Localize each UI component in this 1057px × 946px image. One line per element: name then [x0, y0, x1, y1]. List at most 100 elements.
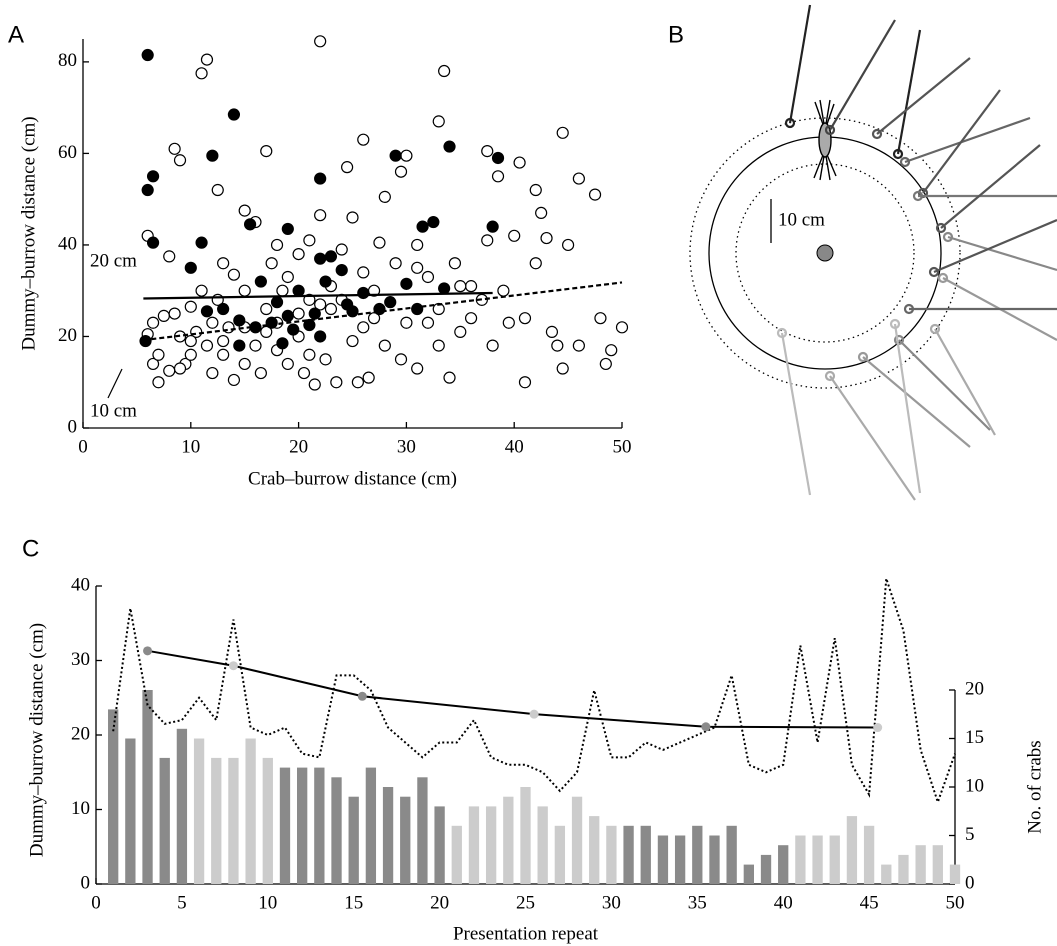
- point: [168, 307, 181, 320]
- bar: [674, 835, 686, 884]
- point: [314, 35, 327, 48]
- y-tick-label: 80: [58, 50, 77, 71]
- point: [184, 300, 197, 313]
- point: [394, 165, 408, 178]
- y2-tick-label: 20: [965, 678, 984, 699]
- x-tick-label: 30: [397, 436, 416, 457]
- y-tick-label: 40: [71, 574, 90, 595]
- point: [335, 264, 348, 277]
- point: [389, 257, 402, 270]
- point: [324, 250, 338, 263]
- point: [217, 302, 230, 316]
- point: [308, 307, 321, 320]
- bar: [400, 796, 411, 884]
- bar: [520, 787, 531, 884]
- point: [206, 149, 219, 162]
- point: [249, 339, 262, 352]
- point: [357, 133, 370, 146]
- point: [314, 252, 327, 265]
- point: [378, 190, 391, 203]
- bar: [451, 825, 462, 884]
- point: [314, 298, 327, 311]
- trend-point: [228, 661, 238, 671]
- x-tick-label: 0: [91, 892, 101, 913]
- y-axis-label: Dummy–burrow distance (cm): [26, 623, 47, 857]
- point: [508, 229, 521, 242]
- point: [287, 323, 300, 336]
- point: [276, 337, 289, 350]
- point: [454, 325, 467, 338]
- point: [292, 247, 305, 261]
- point: [303, 234, 316, 247]
- point: [200, 305, 214, 318]
- point: [146, 357, 160, 371]
- burrow-diagram: [689, 4, 1057, 501]
- y-tick-label: 0: [81, 872, 91, 893]
- trend-point: [529, 709, 539, 719]
- point: [540, 231, 553, 245]
- bar: [485, 806, 497, 884]
- panel-label: C: [22, 535, 39, 562]
- bar: [640, 825, 651, 884]
- fit-line: [143, 291, 493, 300]
- point: [152, 376, 165, 389]
- point: [281, 270, 294, 284]
- point: [556, 126, 569, 139]
- point: [378, 339, 391, 352]
- point: [217, 334, 230, 348]
- bar: [245, 738, 256, 884]
- point: [400, 149, 413, 162]
- bar: [331, 777, 342, 884]
- point: [438, 64, 451, 78]
- point: [195, 284, 208, 297]
- point: [346, 211, 359, 224]
- bar: [709, 835, 720, 884]
- x-tick-label: 40: [774, 892, 793, 913]
- bar: [211, 757, 222, 884]
- y-tick-label: 40: [58, 233, 77, 254]
- point: [314, 330, 327, 343]
- point: [152, 348, 165, 361]
- point: [486, 220, 499, 233]
- point: [481, 145, 494, 158]
- point: [551, 339, 564, 352]
- y2-tick-label: 5: [965, 824, 975, 845]
- point: [400, 316, 413, 329]
- bar: [279, 767, 291, 884]
- point: [572, 339, 585, 352]
- bar: [193, 738, 205, 884]
- dotted-line: [112, 578, 956, 806]
- point: [243, 218, 257, 231]
- bar: [571, 796, 583, 884]
- point: [572, 172, 585, 185]
- bar: [795, 835, 806, 884]
- point: [373, 236, 386, 249]
- bar: [623, 825, 634, 884]
- point: [351, 376, 364, 389]
- point: [400, 277, 413, 290]
- point: [281, 357, 294, 371]
- point: [303, 293, 316, 306]
- point: [357, 321, 370, 334]
- point: [491, 151, 505, 165]
- point: [513, 156, 526, 169]
- y-tick-label: 30: [71, 649, 90, 670]
- point: [454, 280, 467, 293]
- y2-tick-label: 10: [965, 775, 984, 796]
- bar: [537, 806, 548, 884]
- pointer: [107, 368, 123, 399]
- point: [157, 309, 170, 322]
- point: [173, 362, 187, 375]
- point: [588, 188, 602, 201]
- point: [303, 318, 316, 332]
- point: [324, 302, 338, 316]
- point: [211, 183, 224, 197]
- bar: [829, 835, 840, 884]
- trend-point: [701, 722, 711, 732]
- point: [529, 183, 542, 197]
- point: [421, 316, 435, 329]
- x-tick-label: 20: [430, 892, 449, 913]
- point: [281, 309, 294, 322]
- point: [335, 243, 348, 256]
- x-axis-label: Crab–burrow distance (cm): [248, 468, 457, 489]
